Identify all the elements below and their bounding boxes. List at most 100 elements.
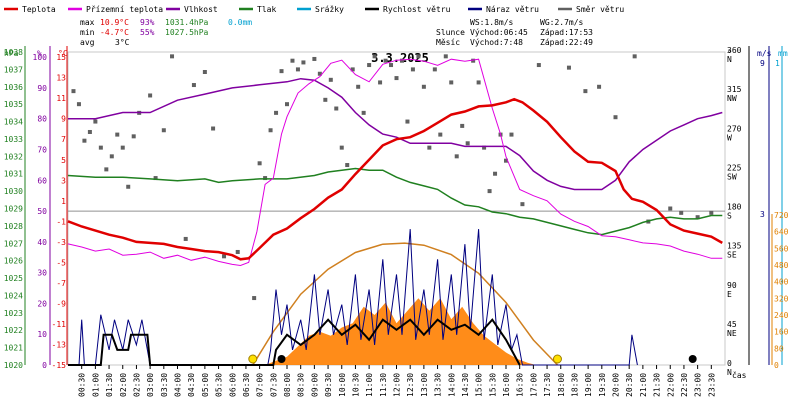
wind-direction-point bbox=[153, 176, 158, 181]
radiation-area bbox=[265, 298, 537, 365]
time-tick: 15:30 bbox=[488, 373, 497, 397]
time-tick: 23:00 bbox=[694, 373, 703, 397]
radiation-tick: 80 bbox=[774, 344, 784, 353]
wind-direction-point bbox=[268, 128, 273, 133]
wind-direction-point bbox=[191, 83, 196, 88]
legend: Teplota Přízemní teplota Vlhkost Tlak Srážky… bbox=[4, 5, 624, 14]
temp-tick: -5 bbox=[56, 258, 66, 267]
radiation-tick: 640 bbox=[774, 228, 789, 237]
time-tick: 16:00 bbox=[502, 373, 511, 397]
temp-tick: 9 bbox=[61, 115, 66, 124]
wind-direction-point bbox=[295, 67, 300, 72]
wind-direction-point bbox=[290, 58, 295, 63]
wind-direction-point bbox=[76, 102, 81, 107]
stats-panel: max 10.9°C 93% 1031.4hPa 0.0mm min -4.7°… bbox=[80, 18, 593, 47]
legend-label: Náraz větru bbox=[486, 5, 539, 14]
wind-direction-point bbox=[274, 110, 279, 115]
wind-direction-point bbox=[367, 63, 372, 68]
wind-direction-point bbox=[504, 158, 508, 163]
wind-tick: 3 bbox=[760, 210, 765, 219]
stats-avg-label: avg bbox=[80, 38, 95, 47]
time-tick: 05:00 bbox=[201, 373, 210, 397]
humidity-tick: 10 bbox=[37, 330, 47, 339]
time-tick: 12:30 bbox=[406, 373, 415, 397]
time-tick: 01:00 bbox=[91, 373, 100, 397]
pressure-tick: 1024 bbox=[4, 291, 23, 300]
wind-direction-point bbox=[170, 54, 175, 59]
wind-direction-point bbox=[476, 80, 481, 85]
temp-tick: 13 bbox=[56, 74, 66, 83]
radiation-tick: 400 bbox=[774, 278, 789, 287]
pressure-tick: 1027 bbox=[4, 239, 23, 248]
stats-temp-min: -4.7°C bbox=[100, 28, 129, 37]
humidity-tick: 60 bbox=[37, 176, 47, 185]
legend-label: Teplota bbox=[22, 5, 56, 14]
humidity-unit: % bbox=[37, 49, 42, 58]
direction-tick: 270 bbox=[727, 124, 742, 133]
time-tick: 15:00 bbox=[475, 373, 484, 397]
direction-letter: SW bbox=[727, 172, 737, 181]
humidity-tick: 30 bbox=[37, 269, 47, 278]
wind-direction-point bbox=[487, 189, 492, 194]
wind-direction-point bbox=[695, 215, 700, 220]
direction-letter: S bbox=[727, 212, 732, 221]
direction-tick: 360 bbox=[727, 46, 742, 55]
pressure-tick: 1038 bbox=[4, 48, 23, 57]
direction-tick: 90 bbox=[727, 281, 737, 290]
pressure-tick: 1030 bbox=[4, 187, 23, 196]
humidity-tick: 100 bbox=[33, 53, 48, 62]
wind-direction-point bbox=[161, 128, 166, 133]
humidity-tick: 40 bbox=[37, 238, 47, 247]
wind-direction-point bbox=[109, 154, 114, 159]
moon-label: Měsíc bbox=[436, 38, 460, 47]
direction-letter: N bbox=[727, 55, 732, 64]
time-tick: 19:00 bbox=[584, 373, 593, 397]
time-tick: 04:00 bbox=[174, 373, 183, 397]
wind-direction-point bbox=[421, 84, 426, 89]
pressure-tick: 1029 bbox=[4, 205, 23, 214]
wind-direction-point bbox=[93, 119, 98, 124]
wind-unit: m/s bbox=[757, 49, 772, 58]
time-tick: 17:00 bbox=[529, 373, 538, 397]
time-tick: 22:00 bbox=[666, 373, 675, 397]
plot-frame bbox=[67, 51, 726, 366]
stats-hum-max: 93% bbox=[140, 18, 155, 27]
direction-letter: E bbox=[727, 290, 732, 299]
wind-direction-point bbox=[536, 63, 541, 68]
time-tick: 01:30 bbox=[105, 373, 114, 397]
wind-top-tick: 9 bbox=[760, 59, 765, 68]
stats-max-label: max bbox=[80, 18, 95, 27]
time-tick: 20:00 bbox=[612, 373, 621, 397]
temp-tick: -15 bbox=[52, 361, 67, 370]
wind-direction-point bbox=[454, 154, 459, 159]
direction-tick: 45 bbox=[727, 320, 737, 329]
moonset-marker bbox=[688, 355, 697, 363]
wind-direction-point bbox=[334, 106, 339, 111]
wind-direction-point bbox=[87, 129, 92, 134]
wind-direction-point bbox=[356, 84, 361, 89]
humidity-tick: 0 bbox=[42, 361, 47, 370]
legend-label: Vlhkost bbox=[184, 5, 218, 14]
stats-temp-avg: 3°C bbox=[115, 38, 130, 47]
direction-letter: SE bbox=[727, 251, 737, 260]
temp-tick: 3 bbox=[61, 176, 66, 185]
direction-letter: W bbox=[727, 133, 732, 142]
wind-direction-point bbox=[279, 69, 284, 74]
pressure-tick: 1031 bbox=[4, 170, 23, 179]
temperature-line bbox=[67, 97, 723, 261]
time-tick: 03:30 bbox=[160, 373, 169, 397]
wind-direction-point bbox=[71, 89, 76, 94]
time-tick: 00:30 bbox=[78, 373, 87, 397]
time-tick: 23:30 bbox=[707, 373, 716, 397]
wind-direction-point bbox=[449, 80, 454, 85]
radiation-tick: 720 bbox=[774, 211, 789, 220]
pressure-tick: 1035 bbox=[4, 100, 23, 109]
wind-direction-point bbox=[389, 63, 394, 68]
wind-direction-point bbox=[410, 67, 415, 72]
sun-rise: Východ:06:45 bbox=[470, 28, 528, 37]
time-tick: 10:30 bbox=[351, 373, 360, 397]
time-tick: 02:00 bbox=[119, 373, 128, 397]
time-label: čas bbox=[732, 370, 747, 380]
pressure-line bbox=[67, 167, 723, 236]
wind-direction-point bbox=[263, 176, 268, 181]
